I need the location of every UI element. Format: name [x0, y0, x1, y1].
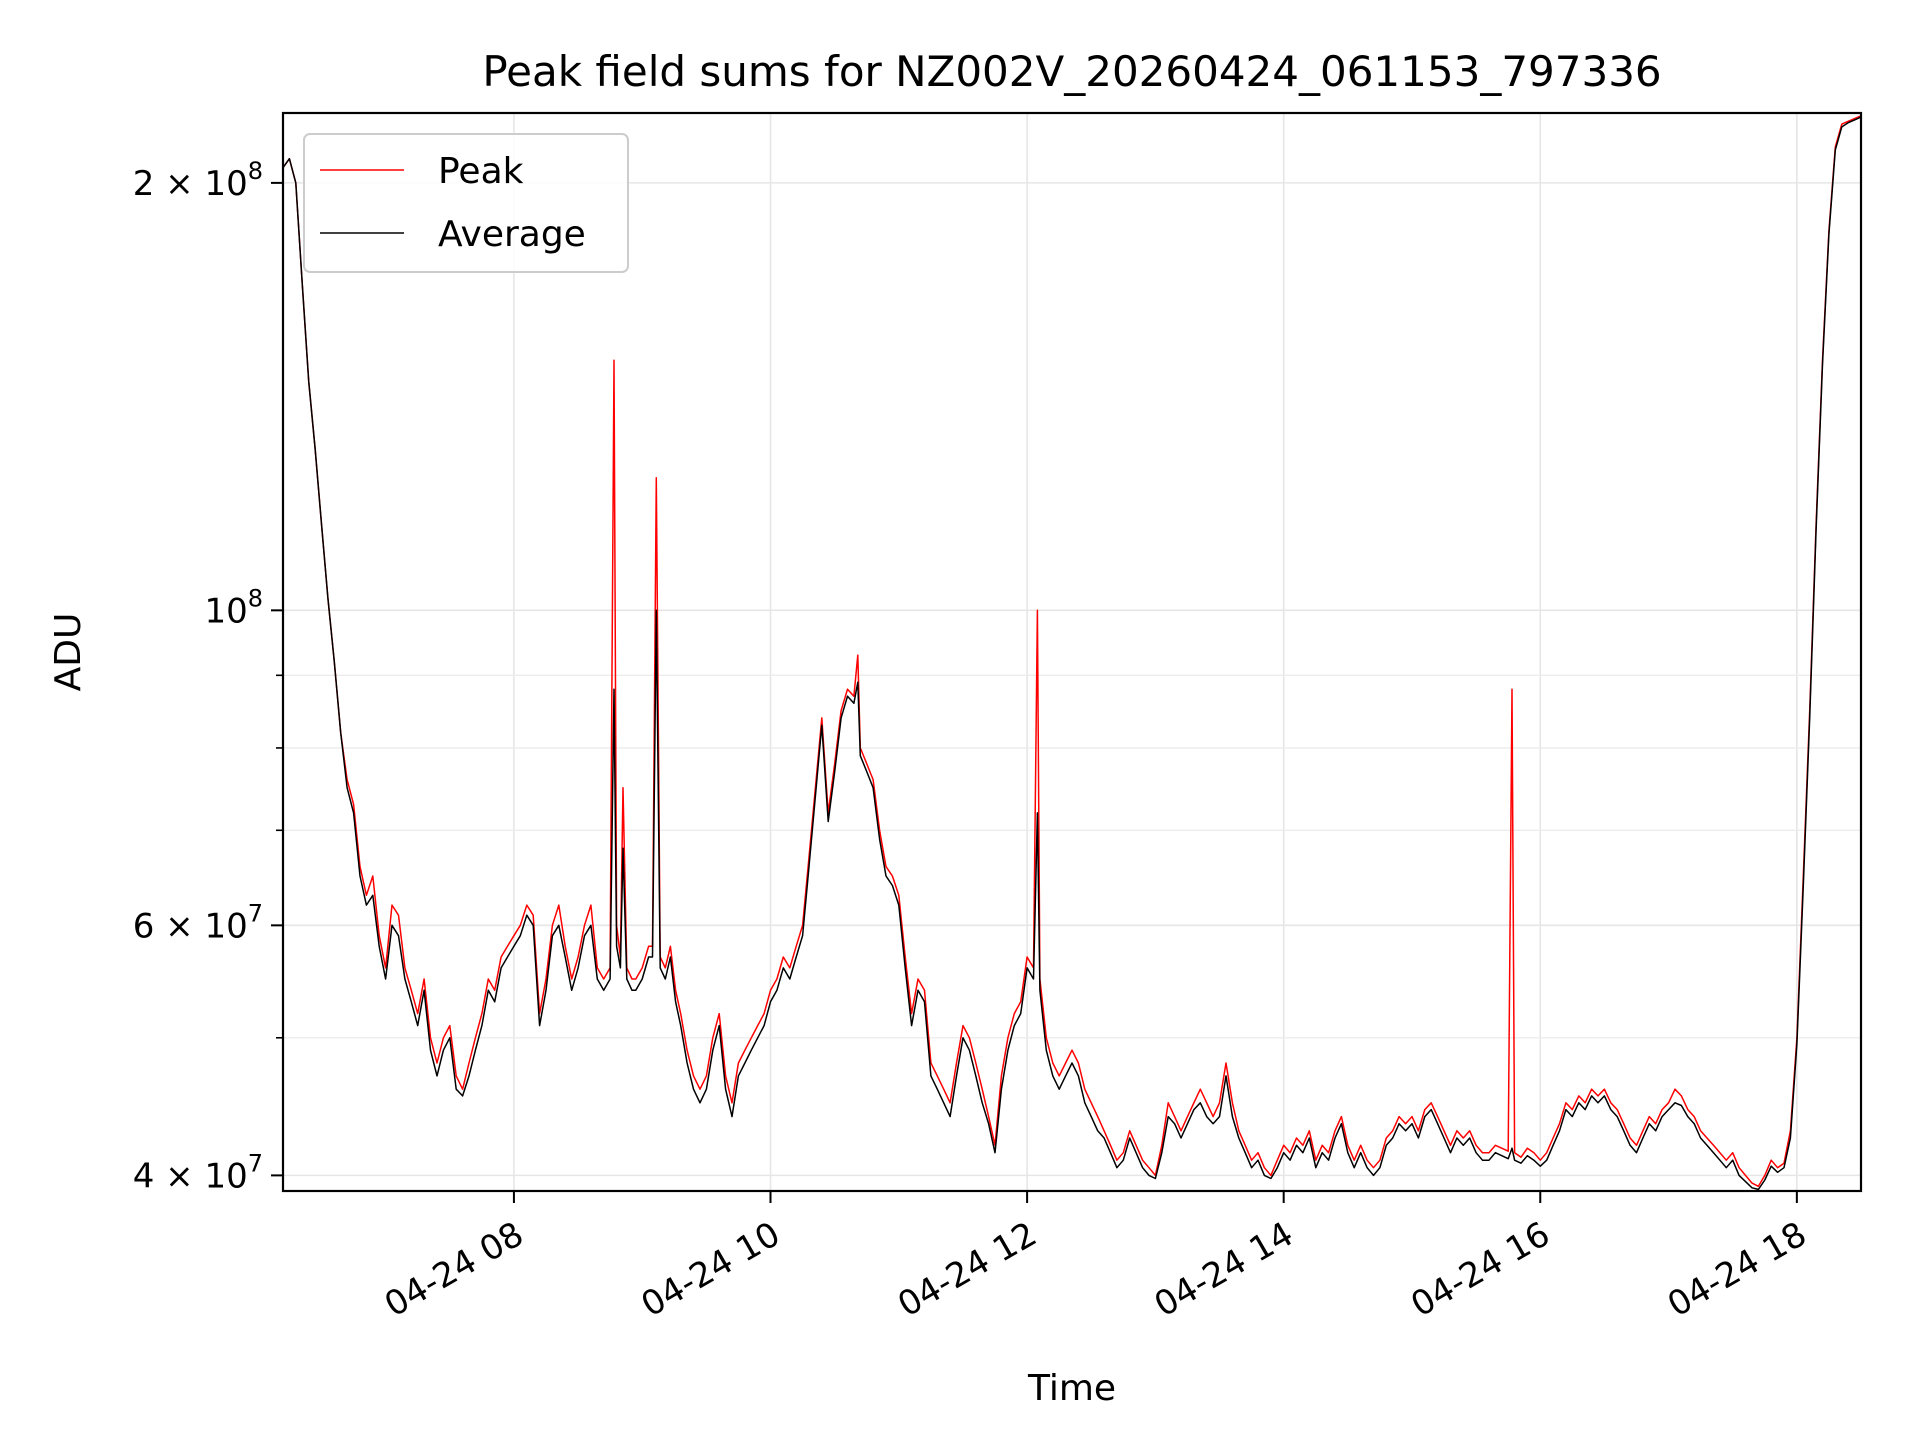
y-tick-base: 10	[204, 591, 247, 631]
series-line-average	[282, 116, 1862, 1191]
series-layer	[282, 115, 1862, 1191]
plot-frame	[281, 111, 1863, 1193]
y-tick-exponent: 7	[248, 899, 263, 927]
chart-title: Peak field sums for NZ002V_20260424_0611…	[482, 47, 1661, 96]
legend: Peak Average	[303, 133, 629, 273]
y-tick-base: 4 × 10	[133, 1156, 248, 1196]
series-line-peak	[282, 115, 1862, 1188]
grid-lines	[283, 113, 1861, 1191]
y-axis-label: ADU	[48, 613, 89, 692]
x-axis-label: Time	[1027, 1368, 1116, 1409]
y-tick-exponent: 7	[248, 1149, 263, 1177]
legend-label-average: Average	[438, 214, 586, 255]
y-tick-base: 6 × 10	[133, 906, 248, 946]
legend-label-peak: Peak	[438, 151, 524, 192]
legend-box	[303, 133, 629, 273]
y-tick-exponent: 8	[248, 584, 263, 612]
y-tick-exponent: 8	[248, 157, 263, 185]
y-tick-label: 6 × 107	[133, 899, 263, 946]
y-tick-label: 2 × 108	[133, 157, 263, 204]
y-tick-label: 108	[204, 584, 263, 631]
y-tick-label: 4 × 107	[133, 1149, 263, 1196]
y-tick-base: 2 × 10	[133, 164, 248, 204]
